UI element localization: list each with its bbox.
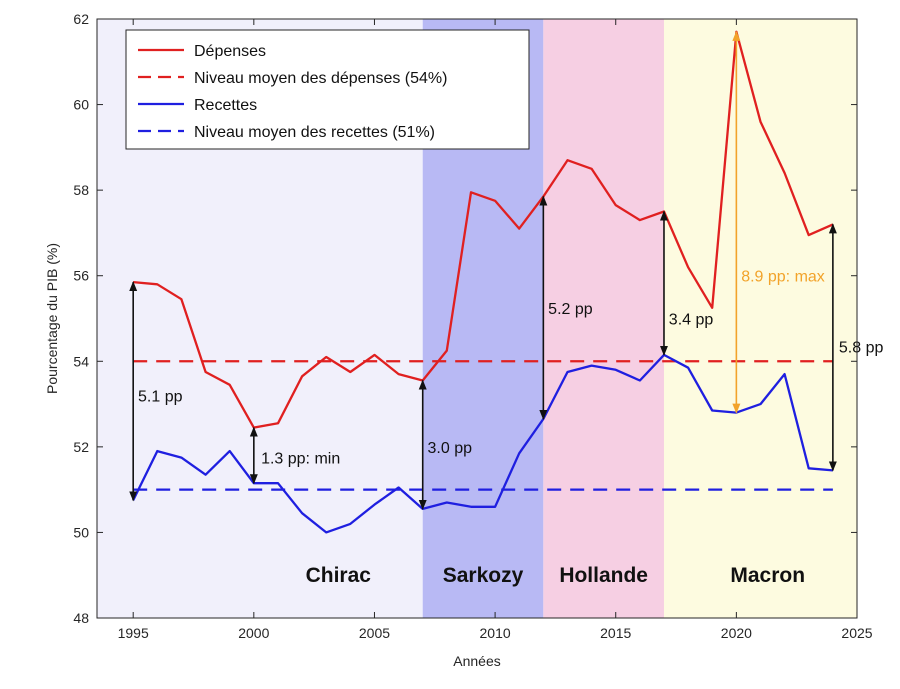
series-group — [132, 30, 834, 534]
annotation-label-8-9-pp-max: 8.9 pp: max — [741, 269, 825, 286]
axes: 1995 2000 2005 2010 2015 2020 2025 48 50 52 54 56 58… — [44, 11, 873, 669]
legend-label-recettes: Recettes — [194, 97, 257, 114]
period-label-chirac: Chirac — [306, 564, 372, 587]
legend-box — [125, 29, 530, 150]
y-tick-label: 56 — [73, 268, 89, 284]
y-tick-label: 54 — [73, 353, 89, 369]
legend: Dépenses Niveau moyen des dépenses (54%) R… — [125, 29, 530, 150]
legend-label-depenses: Dépenses — [194, 43, 266, 60]
legend-label-niveau-moyen-des-depenses-54: Niveau moyen des dépenses (54%) — [194, 70, 447, 87]
period-label-sarkozy: Sarkozy — [443, 564, 524, 587]
y-tick-label: 50 — [73, 524, 89, 540]
x-tick-label: 2025 — [841, 625, 872, 641]
annotation-label-5-8-pp: 5.8 pp — [839, 339, 884, 356]
annotations-group: 5.1 pp 1.3 pp: min 3.0 pp 5.2 pp 3.4 pp 8.9 p… — [129, 30, 884, 510]
plot-frame — [96, 18, 858, 619]
y-tick-label: 58 — [73, 182, 89, 198]
x-axis-label: Années — [453, 653, 500, 669]
x-tick-label: 2005 — [359, 625, 390, 641]
period-band-hollande — [543, 19, 664, 618]
y-tick-label: 48 — [73, 610, 89, 626]
y-tick-label: 60 — [73, 97, 89, 113]
x-tick-label: 2000 — [238, 625, 269, 641]
period-label-hollande: Hollande — [559, 564, 648, 587]
period-label-macron: Macron — [730, 564, 805, 587]
period-labels: Chirac Sarkozy Hollande Macron — [306, 564, 805, 587]
x-tick-label: 2015 — [600, 625, 631, 641]
annotation-label-5-2-pp: 5.2 pp — [548, 301, 593, 318]
x-tick-label: 2020 — [721, 625, 752, 641]
y-axis-label: Pourcentage du PIB (%) — [44, 243, 60, 394]
series-line-recettes — [132, 353, 833, 534]
legend-label-niveau-moyen-des-recettes-51: Niveau moyen des recettes (51%) — [194, 124, 435, 141]
x-tick-label: 1995 — [118, 625, 149, 641]
series-line-depenses — [133, 30, 834, 429]
x-tick-label: 2010 — [480, 625, 511, 641]
y-tick-label: 52 — [73, 439, 89, 455]
annotation-label-1-3-pp-min: 1.3 pp: min — [261, 451, 340, 468]
annotation-label-3-4-pp: 3.4 pp — [669, 312, 714, 329]
annotation-label-5-1-pp: 5.1 pp — [138, 389, 183, 406]
y-tick-label: 62 — [73, 11, 89, 27]
annotation-label-3-0-pp: 3.0 pp — [428, 440, 473, 457]
